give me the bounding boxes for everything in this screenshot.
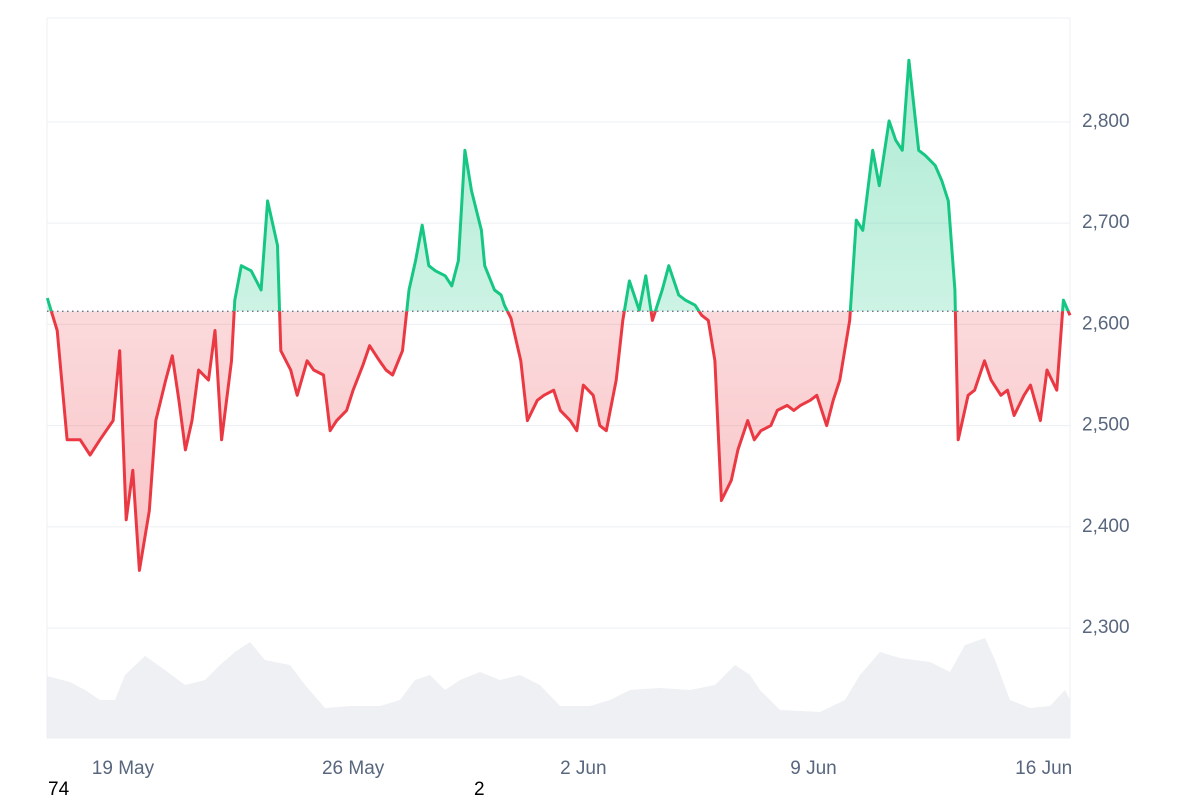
y-tick-label: 2,400 — [1082, 516, 1130, 537]
y-tick-label: 2,700 — [1082, 212, 1130, 233]
price-line-down — [49, 311, 1072, 572]
x-tick-label: 26 May — [322, 758, 385, 779]
x-tick-label: 9 Jun — [790, 758, 836, 779]
x-tick-label: 2 Jun — [560, 758, 606, 779]
y-tick-label: 2,300 — [1082, 617, 1130, 638]
price-line-up — [45, 58, 1070, 312]
footer-label: 2 — [474, 779, 485, 800]
y-tick-label: 2,800 — [1082, 111, 1130, 132]
y-tick-label: 2,500 — [1082, 415, 1130, 436]
y-tick-label: 2,600 — [1082, 313, 1130, 334]
x-tick-label: 16 Jun — [1015, 758, 1072, 779]
x-tick-label: 19 May — [92, 758, 155, 779]
footer-label: 74 — [48, 779, 70, 800]
volume-area — [47, 638, 1070, 738]
area-down — [51, 311, 1070, 571]
